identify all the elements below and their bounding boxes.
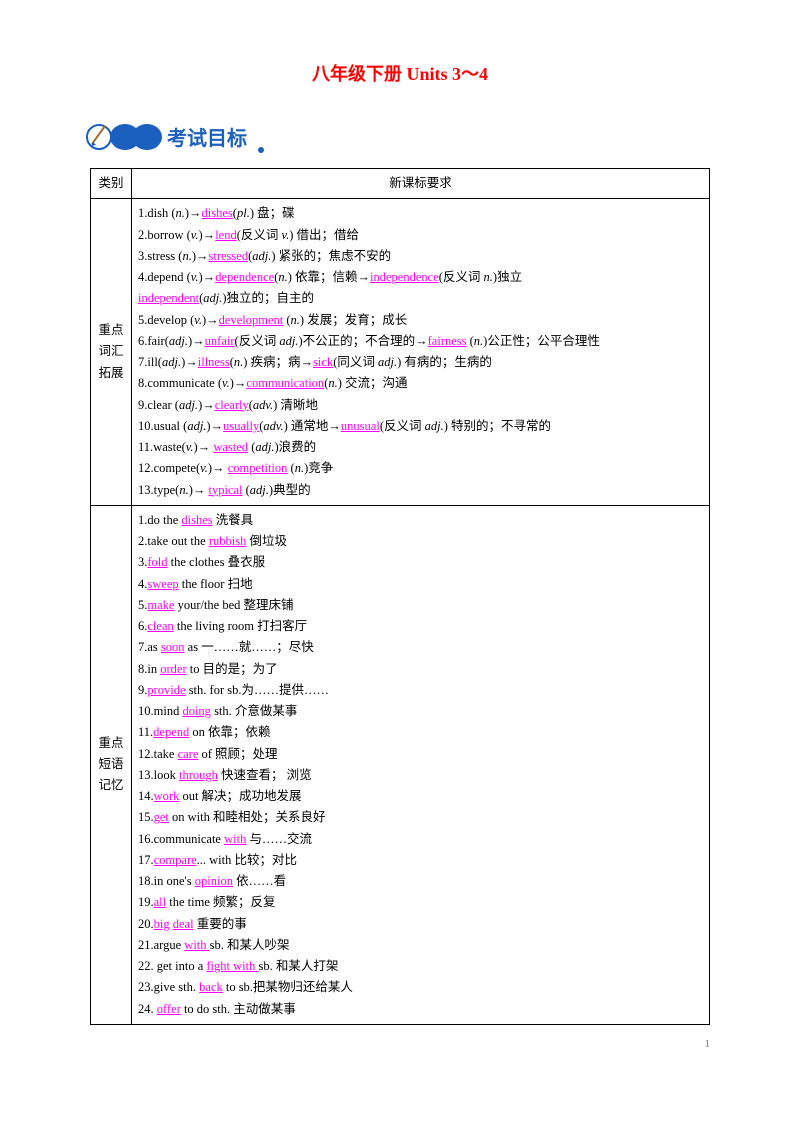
table-header-row: 类别 新课标要求 (91, 169, 710, 199)
vocab-row: 重点词汇拓展 1.dish (n.)→dishes(pl.) 盘；碟 2.bor… (91, 199, 710, 506)
phrase-content: 1.do the dishes 洗餐具 2.take out the rubbi… (132, 505, 710, 1024)
page-title: 八年级下册 Units 3～4 (90, 60, 710, 86)
content-table: 类别 新课标要求 重点词汇拓展 1.dish (n.)→dishes(pl.) … (90, 168, 710, 1025)
phrase-row: 重点短语记忆 1.do the dishes 洗餐具 2.take out th… (91, 505, 710, 1024)
svg-text:考试目标: 考试目标 (167, 126, 247, 150)
document-page: 八年级下册 Units 3～4 考试目标 类别 新课标要求 重点词汇拓展 1.d… (0, 0, 800, 1065)
page-number: 1 (705, 1038, 711, 1050)
header-requirement: 新课标要求 (132, 169, 710, 199)
vocab-label: 重点词汇拓展 (91, 199, 132, 506)
phrase-label: 重点短语记忆 (91, 505, 132, 1024)
exam-target-badge: 考试目标 (85, 116, 710, 158)
header-category: 类别 (91, 169, 132, 199)
vocab-content: 1.dish (n.)→dishes(pl.) 盘；碟 2.borrow (v.… (132, 199, 710, 506)
